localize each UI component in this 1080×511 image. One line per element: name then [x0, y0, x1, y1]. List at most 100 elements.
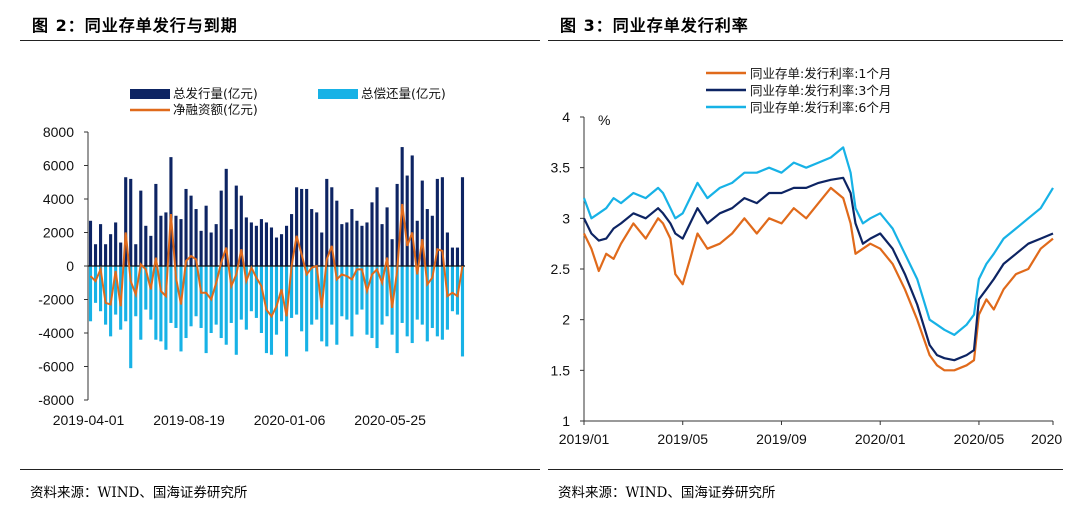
- repay-bar: [340, 266, 344, 317]
- issue-bar: [219, 190, 223, 266]
- repay-bar: [330, 266, 334, 325]
- legend-label: 同业存单:发行利率:1个月: [750, 66, 891, 81]
- repay-bar: [345, 266, 349, 320]
- y-tick-label: -6000: [38, 359, 74, 375]
- repay-bar: [244, 266, 248, 330]
- repay-bar: [169, 266, 173, 323]
- repay-bar: [234, 266, 238, 355]
- repay-bar: [325, 266, 329, 347]
- legend-swatch: [318, 89, 358, 99]
- rate-series-line: [583, 176, 1054, 362]
- issue-bar: [249, 222, 253, 266]
- repay-bar: [310, 266, 314, 325]
- issue-bar: [425, 209, 429, 266]
- repay-bar: [239, 266, 243, 320]
- issue-bar: [405, 175, 409, 266]
- issue-bar: [229, 229, 233, 266]
- issue-bar: [174, 215, 178, 266]
- issue-bar: [254, 225, 258, 266]
- issue-bar: [450, 247, 454, 266]
- legend-label: 总偿还量(亿元): [361, 86, 446, 101]
- issue-bar: [224, 168, 228, 266]
- x-tick-label: 2019-08-19: [153, 412, 225, 428]
- repay-bar: [249, 266, 253, 312]
- repay-bar: [179, 266, 183, 352]
- repay-bar: [405, 266, 409, 337]
- left-source-note: 资料来源：WIND、国海证券研究所: [30, 485, 248, 501]
- issue-bar: [420, 180, 424, 266]
- issue-bar: [355, 220, 359, 266]
- legend-label: 同业存单:发行利率:6个月: [750, 100, 891, 115]
- issue-bar: [350, 209, 354, 266]
- issue-bar: [395, 183, 399, 266]
- issue-bar: [310, 209, 314, 266]
- repay-bar: [370, 266, 374, 339]
- x-tick-label: 2020/05: [954, 431, 1005, 447]
- repay-bar: [224, 266, 228, 345]
- issue-bar: [134, 244, 138, 266]
- issue-bar: [375, 187, 379, 266]
- repay-bar: [295, 266, 299, 315]
- issue-bar: [274, 237, 279, 266]
- repay-bar: [154, 266, 158, 340]
- repay-bar: [229, 266, 233, 323]
- repay-bar: [204, 266, 208, 354]
- rate-series-line: [582, 146, 1054, 336]
- repay-bar: [259, 266, 263, 333]
- issue-bar: [335, 200, 339, 266]
- issue-bar: [179, 219, 183, 266]
- issue-bar: [129, 178, 133, 266]
- repay-bar: [184, 266, 188, 339]
- issue-bar: [154, 183, 158, 266]
- issue-bar: [199, 230, 203, 266]
- x-tick-label: 2019/05: [657, 431, 708, 447]
- issue-bar: [164, 212, 168, 266]
- repay-bar: [420, 266, 424, 325]
- issue-bar: [315, 212, 319, 266]
- issue-bar: [415, 220, 419, 266]
- repay-bar: [144, 266, 148, 310]
- repay-bar: [460, 266, 465, 357]
- issue-bar: [390, 239, 394, 266]
- issue-bar: [159, 215, 163, 266]
- repay-bar: [149, 266, 153, 320]
- y-tick-label: 1: [562, 413, 570, 429]
- issue-bar: [305, 188, 309, 266]
- repay-bar: [355, 266, 359, 315]
- left-bottom-rule: [20, 469, 540, 470]
- y-tick-label: 2000: [43, 225, 74, 241]
- repay-bar: [159, 266, 163, 342]
- y-tick-label: 0: [66, 258, 74, 274]
- legend-label: 同业存单:发行利率:3个月: [750, 83, 891, 98]
- repay-bar: [88, 266, 93, 322]
- y-tick-label: 4000: [43, 191, 74, 207]
- repay-bar: [385, 266, 389, 317]
- issue-bar: [269, 227, 274, 266]
- repay-bar: [290, 266, 294, 318]
- right-chart-panel: 图 3：同业存单发行利率 同业存单:发行利率:1个月 同业存单:发行利率:3个月同…: [548, 0, 1063, 511]
- issuance-rate-chart: 同业存单:发行利率:1个月同业存单:发行利率:3个月同业存单:发行利率:6个月%…: [551, 66, 1063, 447]
- issue-bar: [325, 178, 329, 266]
- issue-bar: [320, 232, 324, 266]
- issue-bar: [244, 217, 248, 266]
- repay-bar: [445, 266, 449, 330]
- x-tick-label: 2020-05-25: [354, 412, 426, 428]
- issue-bar: [169, 157, 173, 266]
- issue-bar: [214, 224, 218, 266]
- issue-bar: [119, 242, 123, 266]
- issue-bar: [194, 209, 198, 266]
- issue-bar: [149, 235, 153, 266]
- y-tick-label: 6000: [43, 158, 74, 174]
- repay-bar: [350, 266, 354, 337]
- legend-swatch: [130, 89, 170, 99]
- repay-bar: [395, 266, 399, 354]
- y-tick-label: -8000: [38, 392, 74, 408]
- x-tick-label: 2019/09: [756, 431, 807, 447]
- y-tick-label: 8000: [43, 124, 74, 140]
- issue-bar: [184, 188, 188, 266]
- x-tick-label: 2019-04-01: [53, 412, 125, 428]
- repay-bar: [164, 266, 168, 350]
- issue-bar: [445, 232, 449, 266]
- repay-bar: [139, 266, 143, 340]
- y-tick-label: 3: [562, 210, 570, 226]
